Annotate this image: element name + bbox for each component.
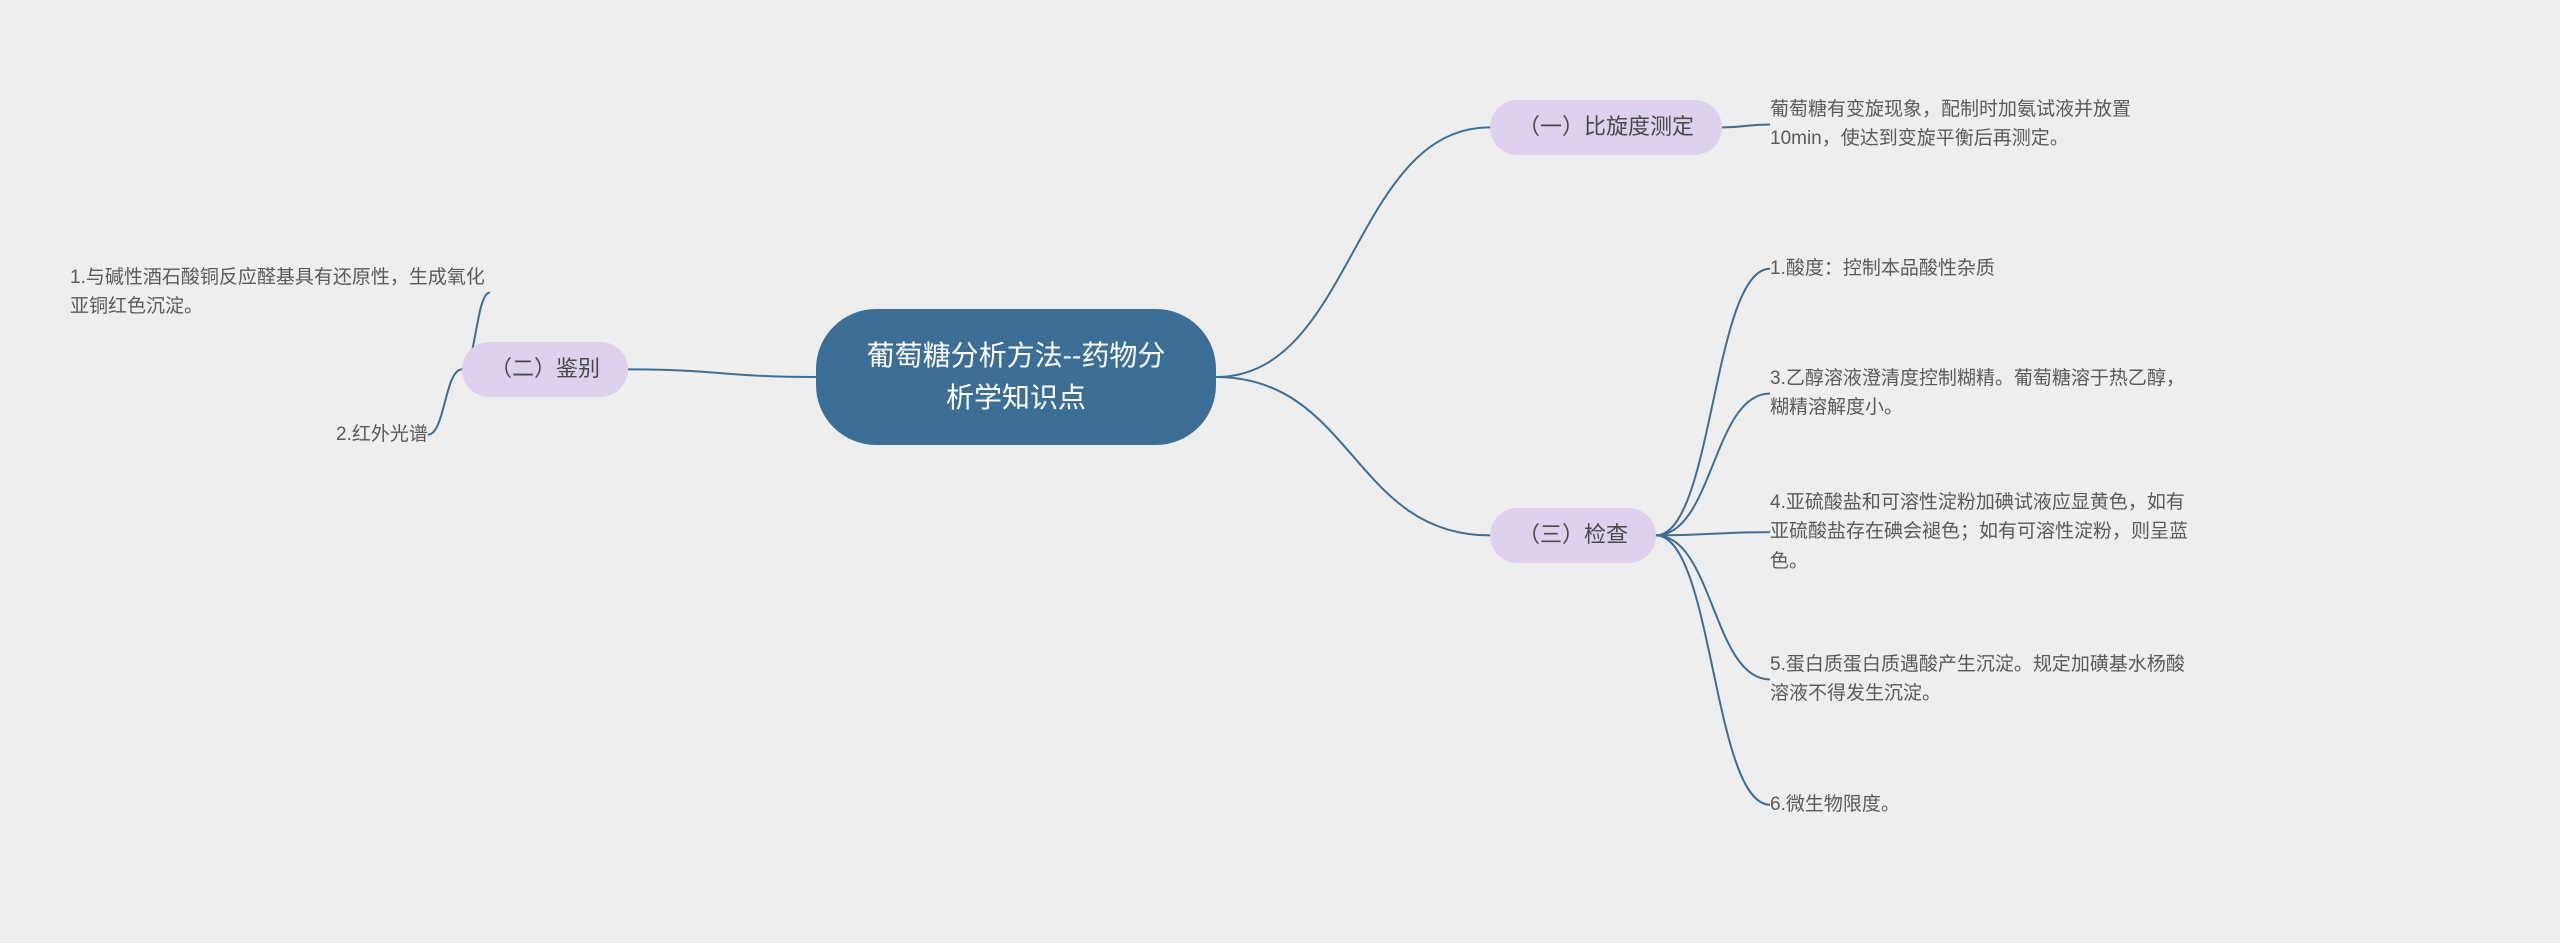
leaf-id-1: 1.与碱性酒石酸铜反应醛基具有还原性，生成氧化亚铜红色沉淀。 xyxy=(70,263,490,322)
mindmap-canvas: { "type": "mindmap", "background_color":… xyxy=(0,0,2560,943)
branch-specific-rotation: （一）比旋度测定 xyxy=(1490,100,1722,155)
leaf-id-2: 2.红外光谱 xyxy=(336,420,428,449)
leaf-rotation-note: 葡萄糖有变旋现象，配制时加氨试液并放置10min，使达到变旋平衡后再测定。 xyxy=(1770,95,2190,154)
leaf-check-4: 4.亚硫酸盐和可溶性淀粉加碘试液应显黄色，如有亚硫酸盐存在碘会褪色；如有可溶性淀… xyxy=(1770,488,2190,576)
root-node: 葡萄糖分析方法--药物分析学知识点 xyxy=(816,309,1216,445)
leaf-check-1: 1.酸度：控制本品酸性杂质 xyxy=(1770,254,1995,283)
leaf-check-5: 5.蛋白质蛋白质遇酸产生沉淀。规定加磺基水杨酸溶液不得发生沉淀。 xyxy=(1770,650,2190,709)
branch-identification: （二）鉴别 xyxy=(462,342,628,397)
branch-inspection: （三）检查 xyxy=(1490,508,1656,563)
leaf-check-3: 3.乙醇溶液澄清度控制糊精。葡萄糖溶于热乙醇，糊精溶解度小。 xyxy=(1770,364,2190,423)
leaf-check-6: 6.微生物限度。 xyxy=(1770,790,1900,819)
